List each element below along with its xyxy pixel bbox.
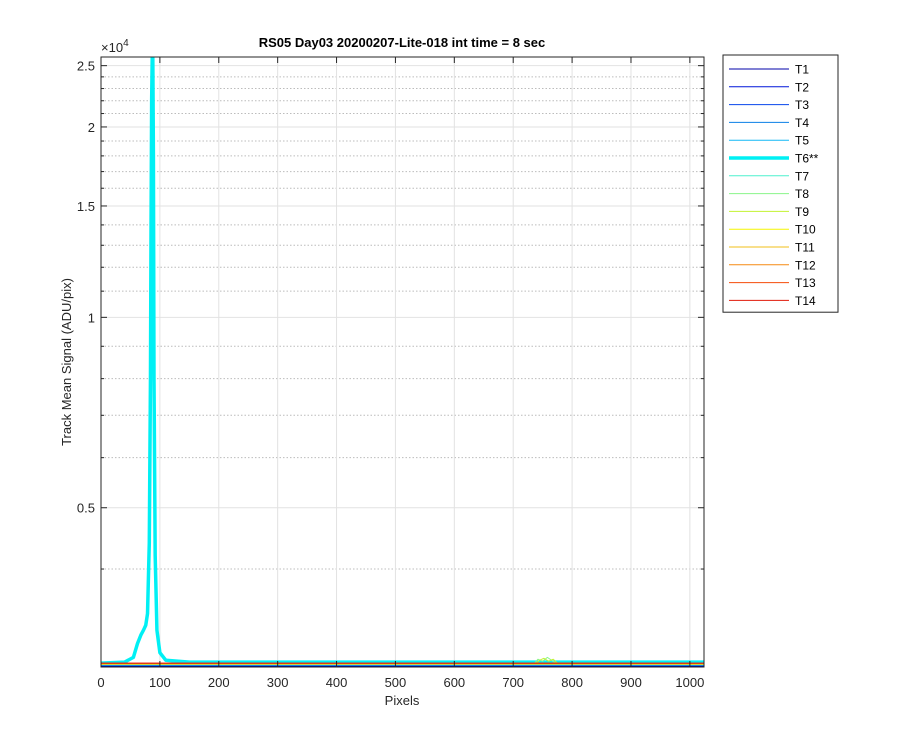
y-exponent-label: ×104	[101, 38, 129, 55]
x-axis-label: Pixels	[385, 693, 420, 708]
legend-box	[722, 54, 839, 313]
y-tick-label: 1.5	[77, 199, 95, 214]
chart-title: RS05 Day03 20200207-Lite-018 int time = …	[259, 35, 546, 50]
y-tick-label: 2.5	[77, 59, 95, 74]
x-tick-label: 700	[502, 675, 524, 690]
x-tick-label: 0	[97, 675, 104, 690]
legend-label: T14	[795, 294, 816, 308]
legend-label: T5	[795, 134, 809, 148]
legend-label: T7	[795, 169, 809, 183]
legend-label: T13	[795, 276, 816, 290]
legend-label: T10	[795, 223, 816, 237]
y-tick-label: 1	[88, 310, 95, 325]
x-tick-label: 100	[149, 675, 171, 690]
legend: T1 T2 T3 T4 T5 T6** T7 T8 T9 T10 T11 T12 T13 T14	[722, 54, 839, 313]
x-tick-label: 200	[208, 675, 230, 690]
legend-label: T3	[795, 98, 809, 112]
x-tick-label: 500	[385, 675, 407, 690]
plot-box	[100, 56, 705, 668]
axes	[100, 56, 705, 668]
x-tick-label: 600	[443, 675, 465, 690]
y-axis-label: Track Mean Signal (ADU/pix)	[59, 278, 74, 446]
y-exponent-power: 4	[123, 38, 129, 49]
legend-label: T6**	[795, 152, 819, 166]
x-tick-label: 900	[620, 675, 642, 690]
legend-label: T4	[795, 116, 809, 130]
y-tick-label: 0.5	[77, 501, 95, 516]
series-layer	[101, 57, 704, 667]
legend-label: T12	[795, 258, 816, 272]
legend-label: T2	[795, 80, 809, 94]
y-tick-label: 2	[88, 120, 95, 135]
x-tick-label: 800	[561, 675, 583, 690]
legend-label: T11	[795, 241, 815, 255]
x-tick-label: 300	[267, 675, 289, 690]
grid	[100, 57, 704, 667]
legend-label: T1	[795, 63, 809, 77]
tick-labels: 0 100 200 300 400 500 600 700 800 900 1000 0.5 1 1.5 2…	[77, 59, 704, 690]
x-tick-label: 400	[326, 675, 348, 690]
y-exponent-base: ×10	[101, 40, 123, 55]
legend-label: T9	[795, 205, 809, 219]
legend-label: T8	[795, 187, 809, 201]
x-tick-label: 1000	[675, 675, 704, 690]
series-line-t6	[101, 57, 704, 665]
